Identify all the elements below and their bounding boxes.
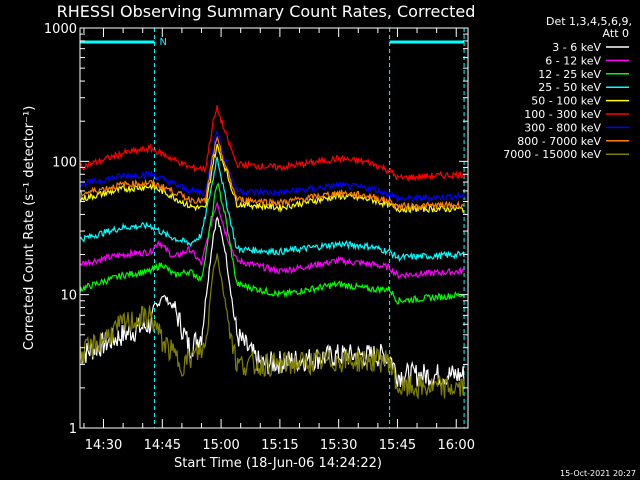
y-axis: 1 10 100 1000 [44,22,468,437]
series-line-3 [79,156,465,263]
legend-label: 6 - 12 keV [545,54,601,67]
legend-header-line-2: Att 0 [603,27,629,40]
x-axis-label: Start Time (18-Jun-06 14:24:22) [174,456,382,471]
y-tick-label: 100 [52,155,77,170]
x-tick-label: 14:45 [144,438,181,453]
x-tick-label: 15:30 [320,438,357,453]
y-axis-label: Corrected Count Rate (s⁻¹ detector⁻¹) [22,106,37,351]
series-line-1 [79,201,465,280]
legend-label: 7000 - 15000 keV [503,148,601,161]
legend-header-line-1: Det 1,3,4,5,6,9, [546,15,632,28]
legend-label: 800 - 7000 keV [517,135,601,148]
x-tick-label: 15:45 [379,438,416,453]
x-axis: 14:30 14:45 15:00 15:15 15:30 15:45 16:00 [83,28,475,453]
series-line-8 [79,253,465,400]
legend-label: 12 - 25 keV [538,68,601,81]
x-tick-label: 15:00 [202,438,239,453]
plot-frame [79,27,469,429]
y-tick-label: 1 [69,422,77,437]
timestamp: 15-Oct-2021 20:27 [560,469,636,478]
night-marker-label: N [159,37,166,48]
x-tick-label: 15:15 [261,438,298,453]
x-tick-label: 14:30 [85,438,122,453]
series-lines [79,104,465,400]
legend-label: 50 - 100 keV [531,95,601,108]
chart-title: RHESSI Observing Summary Count Rates, Co… [57,2,476,21]
y-tick-label: 10 [60,289,77,304]
legend-label: 3 - 6 keV [552,41,601,54]
x-tick-label: 16:00 [438,438,475,453]
legend-label: 300 - 800 keV [524,121,601,134]
series-line-2 [79,182,465,305]
series-line-7 [80,135,465,212]
series-line-5 [79,104,465,182]
legend-label: 100 - 300 keV [524,108,601,121]
series-line-6 [79,130,465,203]
y-tick-label: 1000 [44,22,77,37]
legend-label: 25 - 50 keV [538,81,601,94]
